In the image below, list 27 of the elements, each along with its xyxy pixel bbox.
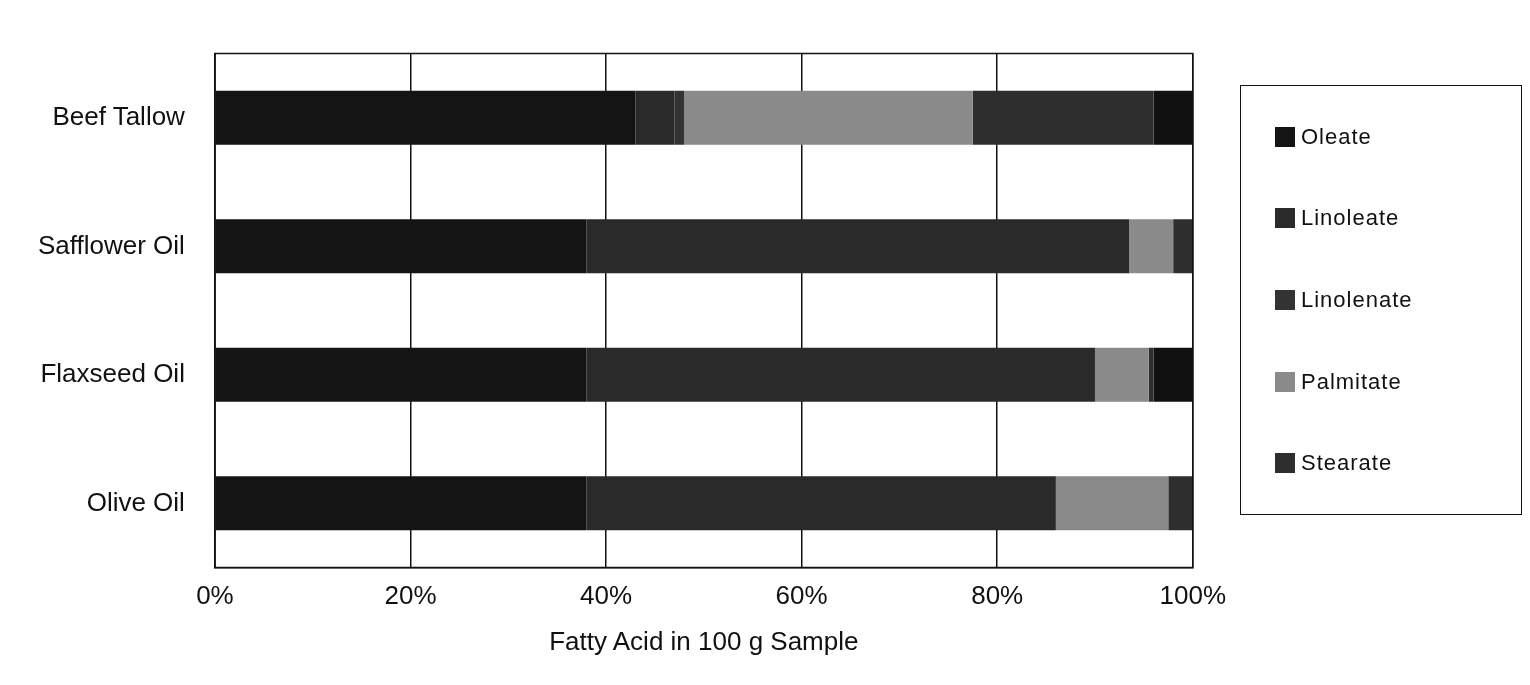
bar	[586, 219, 1130, 274]
legend-label: Linoleate	[1301, 205, 1400, 232]
x-tick-label: 40%	[580, 580, 633, 611]
bar	[1094, 347, 1149, 402]
legend-label: Linolenate	[1301, 286, 1413, 313]
bar	[586, 347, 1095, 402]
x-tick-label: 20%	[384, 580, 437, 611]
y-tick-label: Safflower Oil	[37, 229, 185, 260]
bar	[586, 476, 1056, 531]
legend-label: Oleate	[1301, 123, 1372, 150]
y-tick-label: Beef Tallow	[52, 101, 186, 132]
bar	[972, 90, 1154, 145]
x-tick-label: 80%	[971, 580, 1024, 611]
bar	[684, 90, 973, 145]
bar	[1168, 476, 1193, 531]
x-axis-title: Fatty Acid in 100 g Sample	[549, 625, 859, 656]
bar	[1129, 219, 1174, 274]
bar	[1173, 219, 1193, 274]
bar	[1055, 476, 1169, 531]
x-tick-label: 60%	[775, 580, 828, 611]
x-tick-label: 100%	[1159, 580, 1226, 611]
legend-label: Stearate	[1301, 450, 1393, 477]
y-tick-label: Olive Oil	[86, 486, 185, 517]
bar	[1148, 347, 1154, 402]
legend-label: Palmitate	[1301, 368, 1402, 395]
y-tick-label: Flaxseed Oil	[40, 358, 185, 389]
x-tick-label: 0%	[196, 580, 234, 611]
